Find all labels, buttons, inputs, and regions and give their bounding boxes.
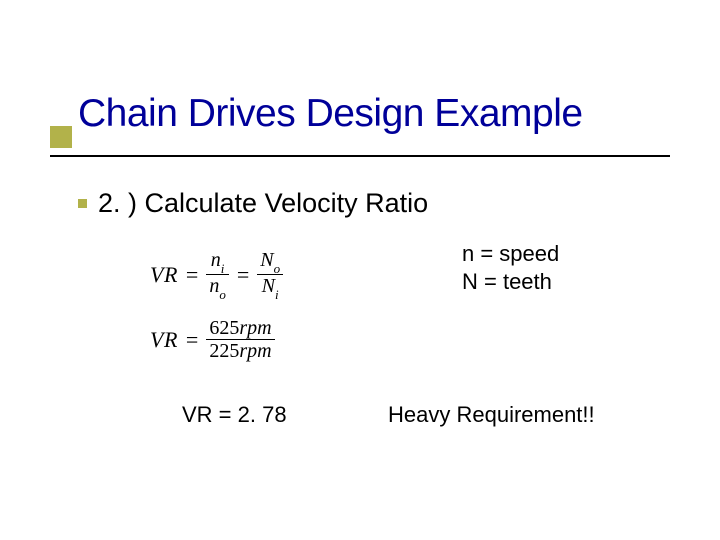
vr-result: VR = 2. 78 xyxy=(182,402,287,428)
title-underline xyxy=(50,155,670,157)
slide: Chain Drives Design Example 2. ) Calcula… xyxy=(0,0,720,540)
heavy-requirement-note: Heavy Requirement!! xyxy=(388,402,595,428)
eq1-frac1: ni no xyxy=(206,249,229,300)
eq1-frac2: No Ni xyxy=(257,249,283,300)
page-title: Chain Drives Design Example xyxy=(78,92,583,136)
equation-vr-definition: VR = ni no = No Ni xyxy=(150,249,283,300)
eq2-num-unit: rpm xyxy=(239,317,271,339)
equation-vr-numeric: VR = 625rpm 225rpm xyxy=(150,317,275,362)
legend: n = speed N = teeth xyxy=(462,240,559,295)
title-accent-square xyxy=(50,126,72,148)
equals-sign: = xyxy=(184,262,200,288)
bullet-item: 2. ) Calculate Velocity Ratio xyxy=(98,188,428,219)
title-block: Chain Drives Design Example xyxy=(78,92,583,136)
equals-sign: = xyxy=(235,262,251,288)
eq1-f2-num-sub: o xyxy=(274,261,281,276)
equals-sign: = xyxy=(184,327,200,353)
eq1-f1-den-sym: n xyxy=(209,275,219,297)
bullet-square-icon xyxy=(78,199,87,208)
bullet-text: 2. ) Calculate Velocity Ratio xyxy=(98,188,428,219)
eq1-f2-den-sym: N xyxy=(262,275,275,297)
eq2-lhs: VR xyxy=(150,327,178,353)
eq1-f2-den-sub: i xyxy=(275,287,279,302)
eq2-frac: 625rpm 225rpm xyxy=(206,317,274,362)
eq1-lhs: VR xyxy=(150,262,178,288)
eq1-f2-num-sym: N xyxy=(260,249,273,271)
eq1-f1-den-sub: o xyxy=(219,287,226,302)
legend-line-2: N = teeth xyxy=(462,268,559,296)
eq2-num-val: 625 xyxy=(209,317,239,339)
eq1-f1-num-sym: n xyxy=(211,249,221,271)
eq2-den-val: 225 xyxy=(209,340,239,362)
legend-line-1: n = speed xyxy=(462,240,559,268)
eq1-f1-num-sub: i xyxy=(221,261,225,276)
eq2-den-unit: rpm xyxy=(239,340,271,362)
